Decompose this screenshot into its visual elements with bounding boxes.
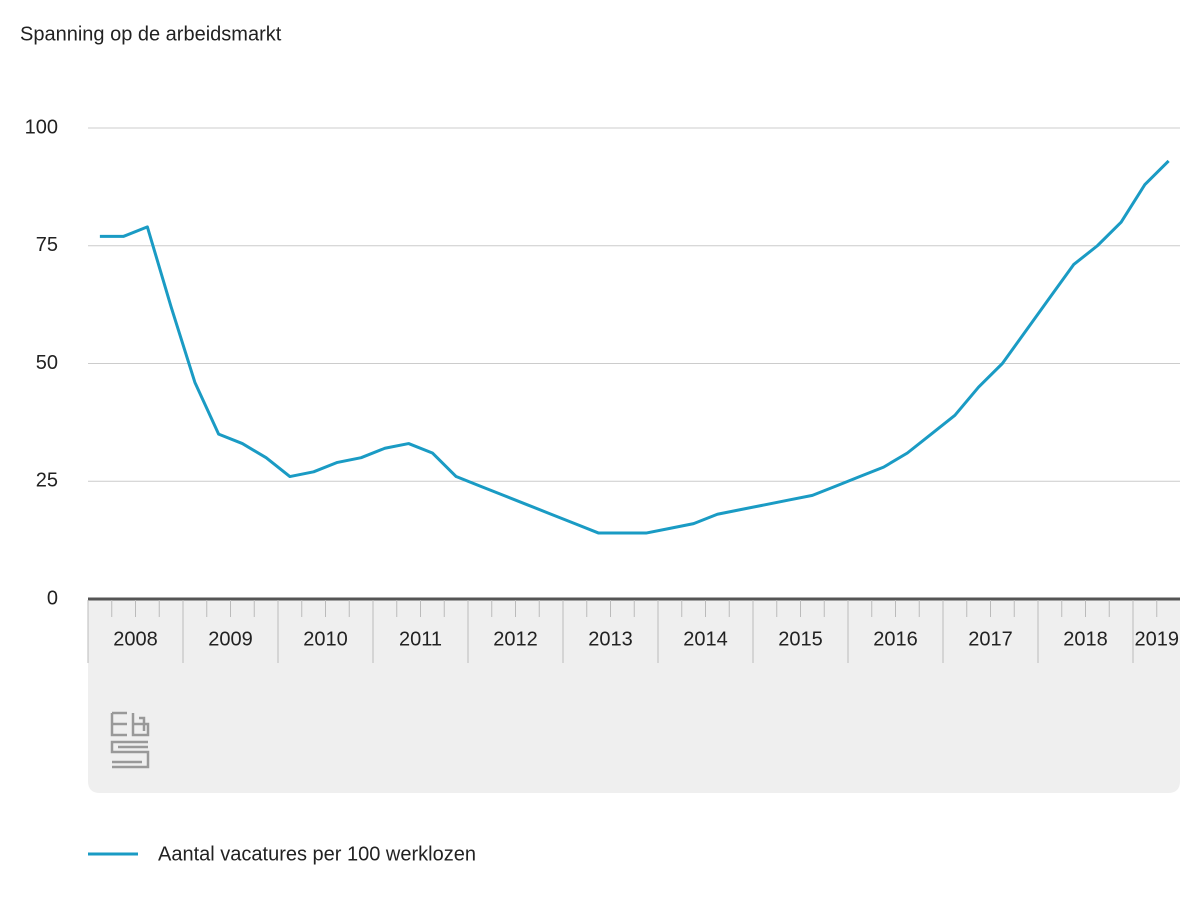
x-tick-label: 2010	[303, 628, 348, 650]
chart-title: Spanning op de arbeidsmarkt	[20, 23, 282, 45]
x-tick-label: 2009	[208, 628, 253, 650]
y-tick-label: 50	[36, 352, 58, 374]
x-tick-label: 2015	[778, 628, 823, 650]
x-tick-label: 2012	[493, 628, 538, 650]
x-tick-label: 2018	[1063, 628, 1108, 650]
x-tick-label: 2019	[1135, 628, 1180, 650]
x-tick-label: 2011	[399, 628, 442, 650]
y-tick-label: 25	[36, 470, 58, 492]
y-tick-label: 100	[25, 116, 58, 138]
legend-label: Aantal vacatures per 100 werklozen	[158, 843, 476, 865]
y-tick-label: 75	[36, 234, 58, 256]
axis-band	[88, 599, 1180, 793]
logo	[110, 711, 150, 769]
x-tick-label: 2014	[683, 628, 728, 650]
y-tick-label: 0	[47, 587, 58, 609]
x-tick-label: 2008	[113, 628, 158, 650]
x-tick-label: 2016	[873, 628, 918, 650]
x-tick-label: 2017	[968, 628, 1013, 650]
series-line	[99, 159, 1170, 535]
x-tick-label: 2013	[588, 628, 633, 650]
